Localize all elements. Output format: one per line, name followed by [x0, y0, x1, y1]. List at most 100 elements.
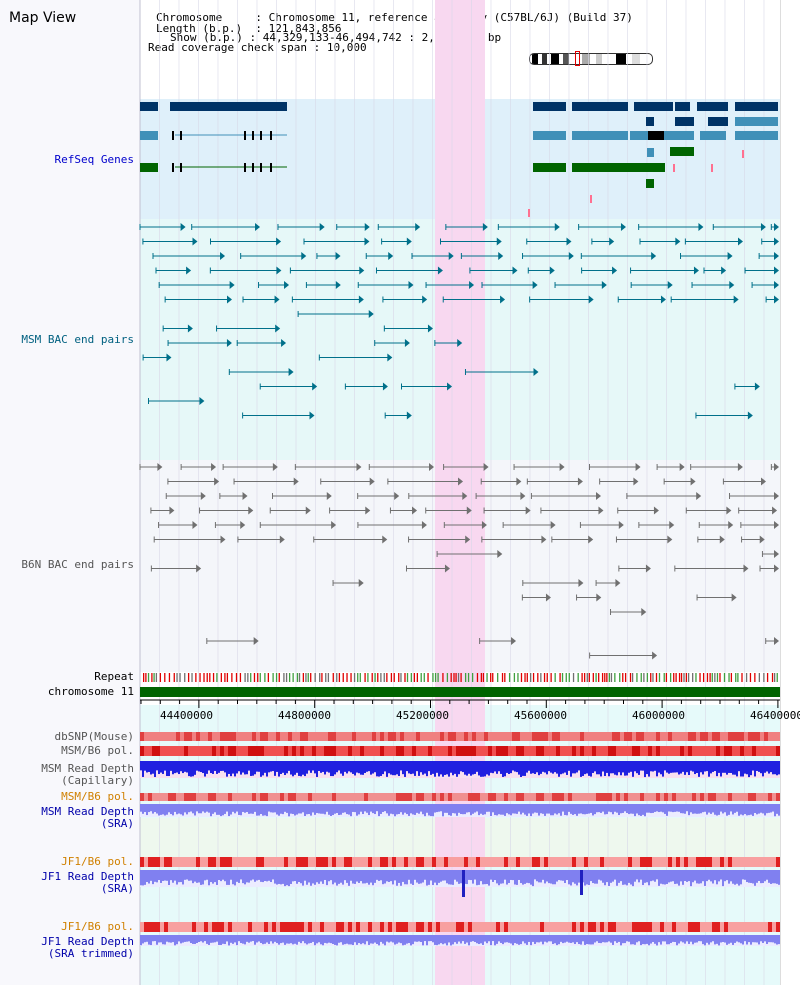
- msm-bac-pair: [612, 266, 618, 275]
- depth-bar: [510, 870, 512, 880]
- msm-bac-pair: [609, 237, 615, 246]
- heat-cell: [740, 922, 744, 932]
- depth-bar: [742, 804, 744, 816]
- depth-bar: [294, 761, 296, 775]
- repeat-element: [771, 673, 774, 682]
- depth-bar: [318, 935, 320, 943]
- b6n-bac-pair: [516, 477, 522, 486]
- depth-bar: [546, 935, 548, 943]
- depth-bar: [364, 870, 366, 884]
- depth-bar: [478, 761, 480, 776]
- depth-bar: [490, 935, 492, 946]
- depth-bar: [768, 804, 770, 813]
- heat-cell: [252, 746, 256, 756]
- repeat-element: [706, 673, 709, 682]
- heat-cell: [148, 857, 152, 867]
- depth-bar: [326, 870, 328, 886]
- depth-bar: [158, 870, 160, 881]
- heat-cell: [152, 732, 156, 741]
- heat-cell: [248, 746, 252, 756]
- heat-cell: [488, 793, 492, 801]
- heat-cell: [712, 857, 716, 867]
- depth-bar: [482, 870, 484, 885]
- depth-bar: [148, 870, 150, 884]
- depth-bar: [448, 804, 450, 816]
- depth-bar: [322, 761, 324, 772]
- depth-bar: [210, 935, 212, 943]
- track-label-b6n-bac[interactable]: B6N BAC end pairs: [21, 558, 134, 571]
- heat-cell: [428, 857, 432, 867]
- heat-cell: [680, 746, 684, 756]
- heat-cell: [588, 746, 592, 756]
- track-label-refseq[interactable]: RefSeq Genes: [54, 153, 134, 166]
- depth-bar: [768, 870, 770, 883]
- depth-bar: [592, 935, 594, 945]
- depth-bar: [352, 870, 354, 884]
- depth-bar: [178, 761, 180, 775]
- heat-cell: [332, 857, 336, 867]
- depth-bar: [454, 935, 456, 943]
- heat-cell: [468, 922, 472, 932]
- depth-bar: [366, 935, 368, 942]
- depth-bar: [300, 935, 302, 944]
- depth-bar: [690, 804, 692, 813]
- track-label-msm-bac[interactable]: MSM BAC end pairs: [21, 333, 134, 346]
- depth-bar: [584, 870, 586, 886]
- depth-bar: [376, 761, 378, 777]
- depth-bar: [350, 804, 352, 817]
- msm-bac-pair: [275, 324, 281, 333]
- heat-cell: [404, 732, 408, 741]
- depth-bar: [574, 804, 576, 815]
- depth-bar: [764, 935, 766, 942]
- depth-bar: [760, 804, 762, 813]
- depth-bar: [616, 804, 618, 813]
- depth-bar: [680, 804, 682, 814]
- depth-bar: [532, 761, 534, 774]
- heat-cell: [700, 746, 704, 756]
- msm-bac-pair: [276, 266, 282, 275]
- repeat-element: [145, 673, 147, 682]
- track-label-jf1-b6-pol-2: JF1/B6 pol.: [61, 920, 134, 933]
- heat-cell: [688, 922, 692, 932]
- depth-bar: [608, 870, 610, 886]
- depth-bar: [346, 935, 348, 944]
- chromosome-ideogram[interactable]: [529, 53, 653, 65]
- repeat-element: [467, 673, 470, 682]
- depth-bar: [374, 935, 376, 943]
- depth-bar: [622, 870, 624, 885]
- depth-bar: [610, 761, 612, 774]
- depth-bar: [760, 935, 762, 942]
- heat-cell: [160, 793, 164, 801]
- heat-cell: [732, 746, 736, 756]
- heat-cell: [620, 746, 624, 756]
- depth-bar: [258, 761, 260, 772]
- depth-bar: [284, 870, 286, 887]
- repeat-element: [709, 673, 711, 682]
- repeat-element: [423, 673, 425, 682]
- depth-bar: [268, 761, 270, 773]
- depth-bar: [438, 804, 440, 812]
- heat-cell: [572, 922, 576, 932]
- heat-cell: [772, 922, 776, 932]
- b6n-bac-pair: [466, 506, 472, 515]
- depth-bar: [770, 935, 772, 943]
- heat-cell: [252, 857, 256, 867]
- heat-cell: [692, 857, 696, 867]
- depth-bar: [416, 761, 418, 772]
- heat-cell: [728, 793, 732, 801]
- depth-bar: [182, 870, 184, 885]
- depth-bar: [246, 870, 248, 883]
- heat-cell: [608, 922, 612, 932]
- heat-cell: [480, 857, 484, 867]
- depth-bar: [524, 870, 526, 884]
- repeat-element: [581, 673, 583, 682]
- depth-bar: [372, 804, 374, 814]
- heat-cell: [588, 857, 592, 867]
- repeat-element: [665, 673, 668, 682]
- heat-cell: [204, 732, 208, 741]
- heat-cell: [312, 732, 316, 741]
- heat-cell: [716, 732, 720, 741]
- heat-cell: [144, 857, 148, 867]
- depth-bar: [496, 804, 498, 816]
